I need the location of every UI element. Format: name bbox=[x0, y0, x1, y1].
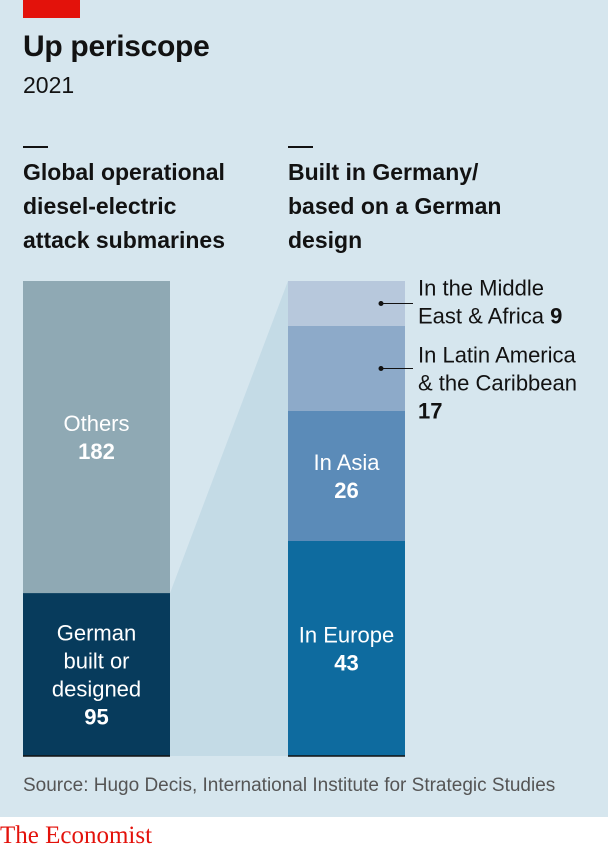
bar-others bbox=[23, 281, 170, 594]
bar-german bbox=[23, 593, 170, 756]
left-heading: Global operational diesel-electric attac… bbox=[23, 155, 225, 257]
right-heading-line-1: Built in Germany/ bbox=[288, 159, 479, 185]
left-heading-line-3: attack submarines bbox=[23, 227, 225, 253]
chart-subtitle: 2021 bbox=[23, 72, 75, 98]
label-europe: In Europe 43 bbox=[299, 623, 394, 676]
bar-asia bbox=[288, 411, 405, 541]
label-middle-east: In the Middle East & Africa 9 bbox=[418, 276, 562, 329]
label-asia: In Asia 26 bbox=[313, 450, 380, 503]
label-german: German built or designed 95 bbox=[52, 621, 141, 730]
label-latin-america: In Latin America & the Caribbean 17 bbox=[418, 343, 577, 424]
chart-svg: Others 182 German built or designed 95 In Euro… bbox=[23, 276, 577, 757]
bar-europe bbox=[288, 541, 405, 756]
label-others: Others 182 bbox=[63, 411, 129, 464]
left-heading-line-1: Global operational bbox=[23, 159, 225, 185]
source-note: Source: Hugo Decis, International Instit… bbox=[23, 775, 556, 796]
left-heading-rule bbox=[23, 146, 48, 148]
right-heading-rule bbox=[288, 146, 313, 148]
right-heading-line-3: design bbox=[288, 227, 363, 253]
economist-logo: The Economist bbox=[0, 822, 153, 849]
chart-title: Up periscope bbox=[23, 30, 210, 63]
brand-red-tag bbox=[23, 0, 80, 18]
right-heading: Built in Germany/ based on a German desi… bbox=[288, 155, 501, 257]
left-heading-line-2: diesel-electric bbox=[23, 193, 177, 219]
right-heading-line-2: based on a German bbox=[288, 193, 502, 219]
connector-wedge bbox=[170, 281, 288, 756]
